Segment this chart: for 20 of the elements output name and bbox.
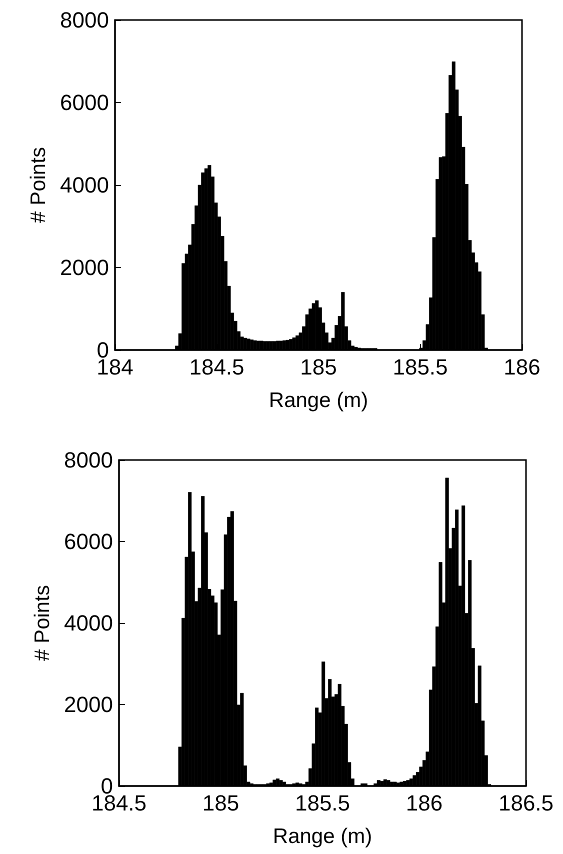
y-tick-label: 6000 (60, 90, 109, 115)
y-axis-title: # Points (31, 585, 54, 661)
x-tick-label: 185.5 (392, 354, 448, 380)
x-tick-label: 186 (406, 790, 443, 816)
x-axis-title: Range (m) (268, 389, 368, 412)
y-tick-label: 8000 (64, 448, 113, 472)
x-tick-label: 185 (202, 790, 240, 816)
x-tick-label: 185.5 (294, 790, 350, 816)
y-tick-label: 4000 (60, 172, 109, 198)
y-tick-label: 2000 (64, 692, 113, 717)
y-axis-title: # Points (27, 147, 50, 223)
x-tick-label: 186 (504, 354, 540, 380)
x-tick-label: 186.5 (498, 790, 554, 816)
y-tick-label: 8000 (60, 8, 109, 32)
x-tick-label: 185 (300, 354, 337, 380)
y-tick-label: 2000 (60, 255, 109, 280)
y-tick-label: 4000 (64, 610, 113, 636)
x-tick-label: 184.5 (189, 354, 244, 380)
y-tick-label: 6000 (64, 529, 113, 554)
x-axis-title: Range (m) (272, 825, 372, 848)
